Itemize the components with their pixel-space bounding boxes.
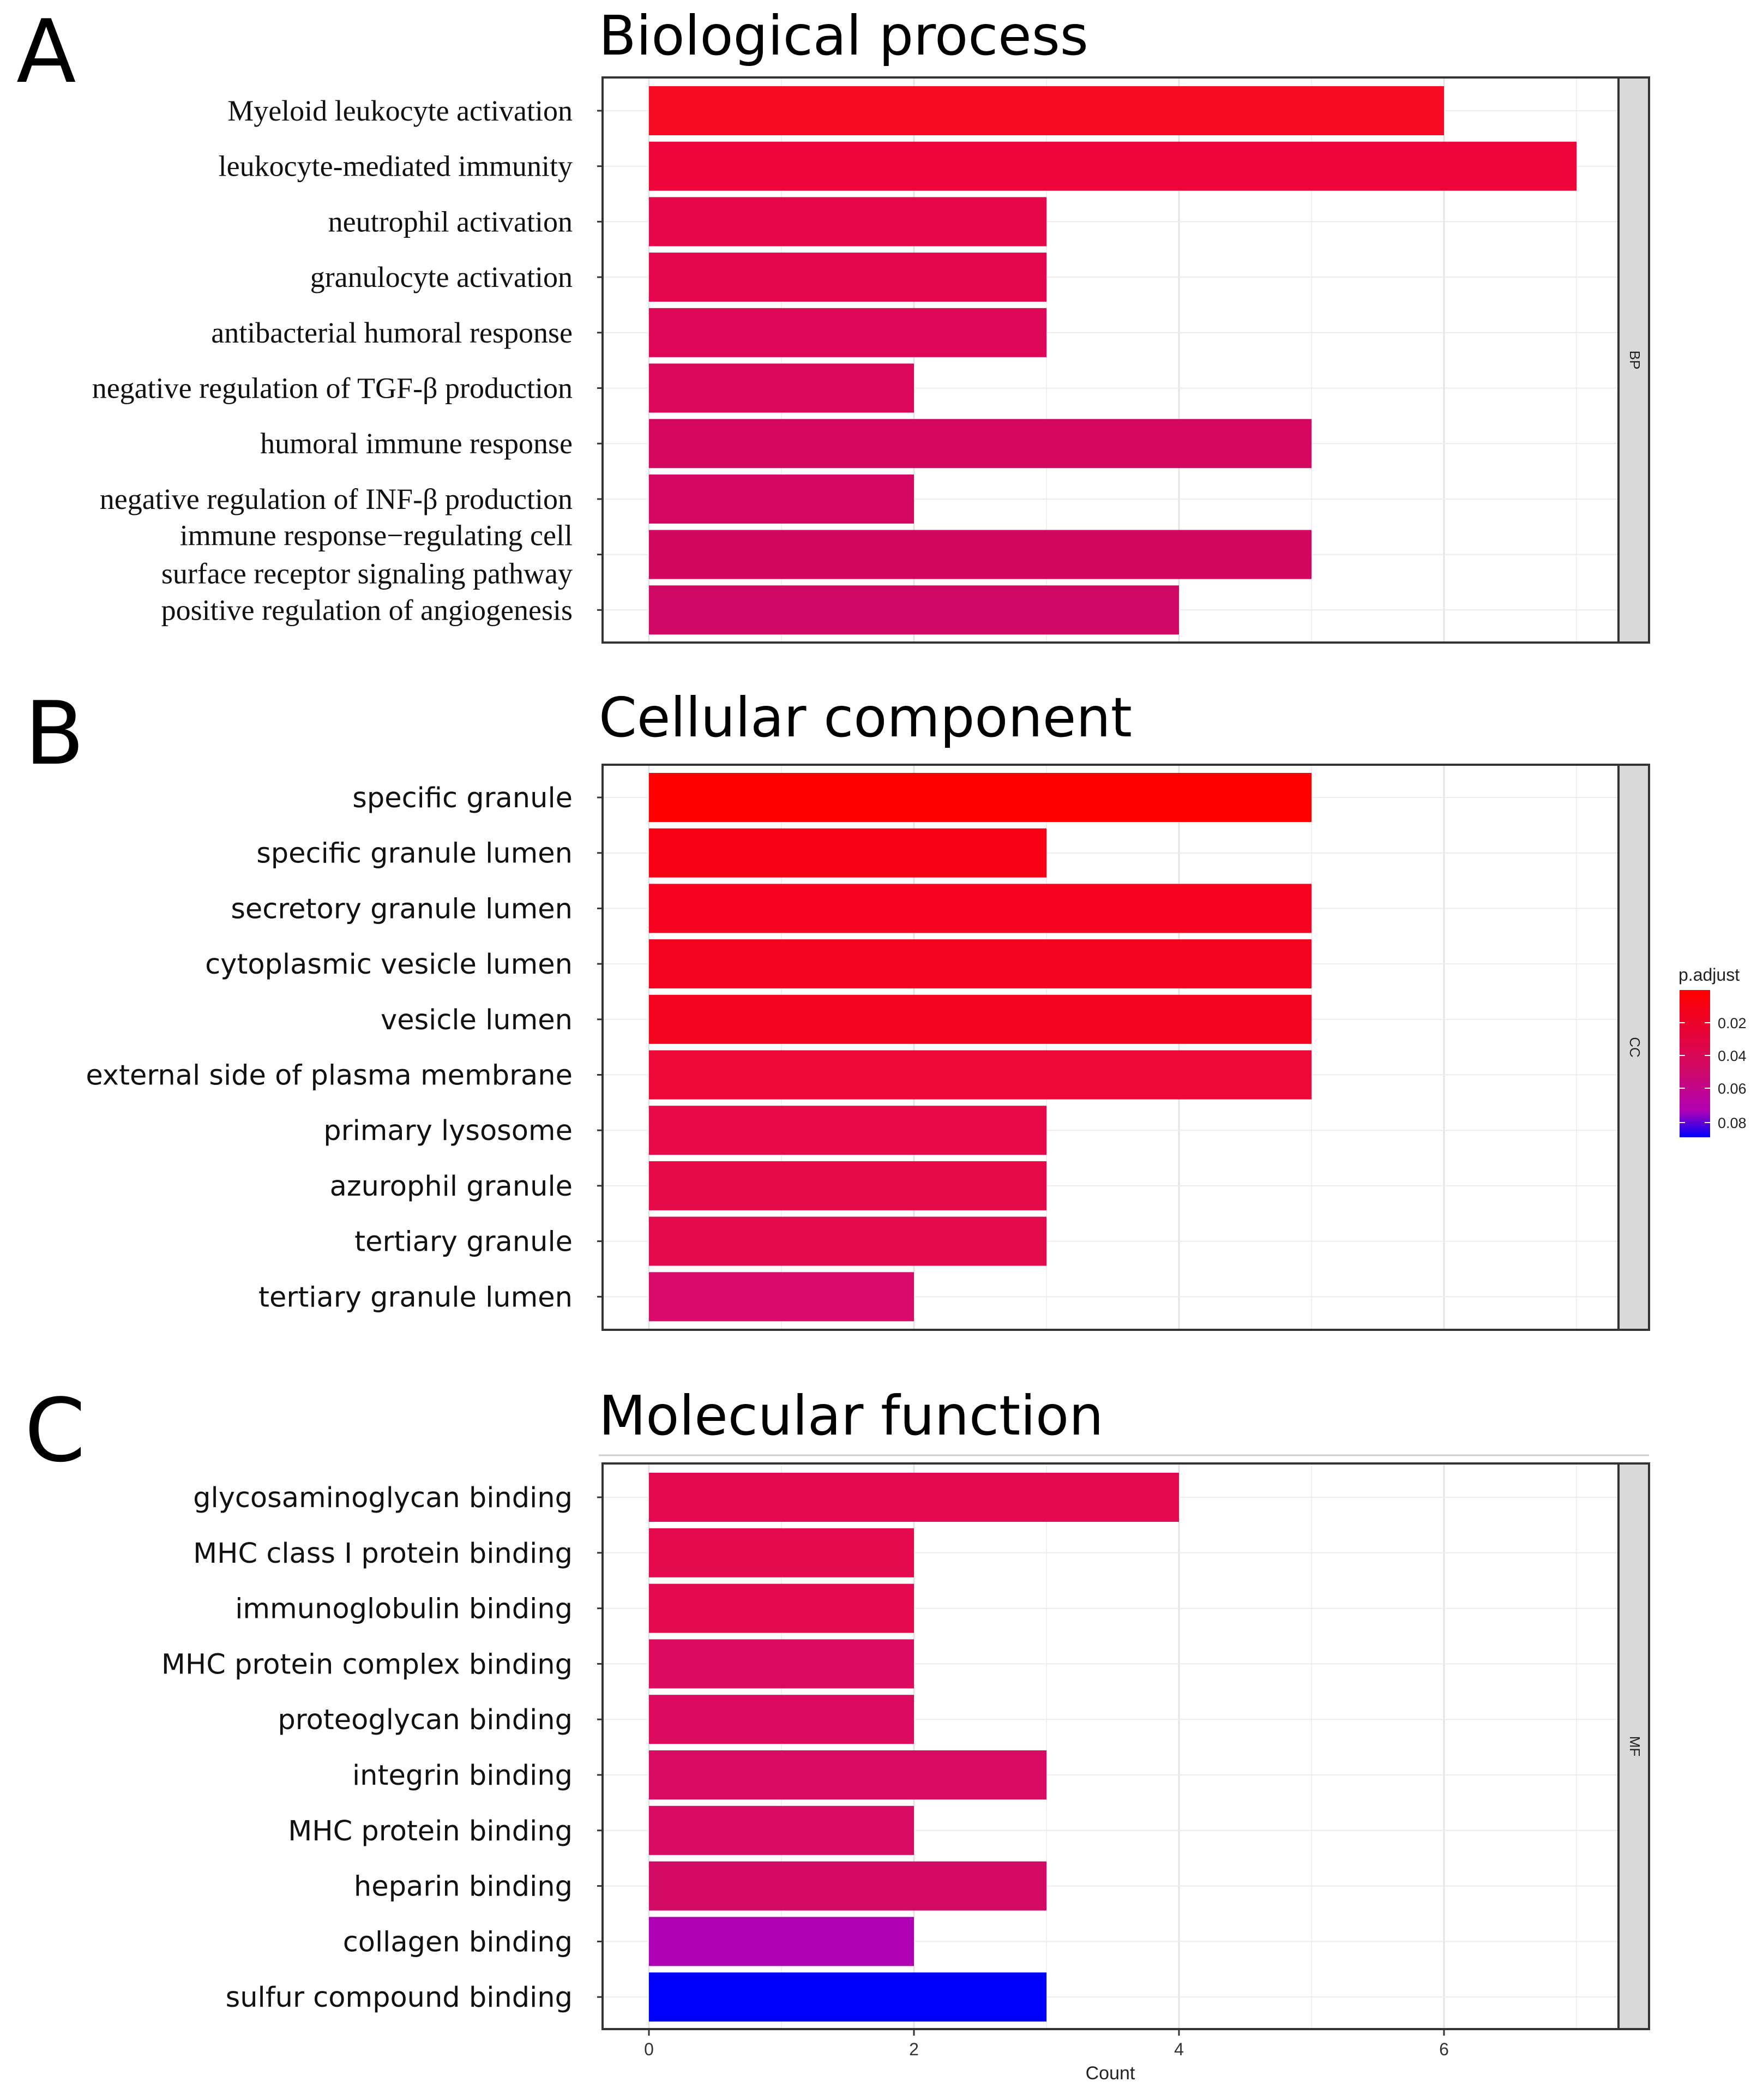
panel-letter: C [25,1379,86,1481]
bar [649,1272,914,1322]
bar [649,1917,914,1966]
legend-label: 0.04 [1718,1048,1747,1064]
category-label: secretory granule lumen [231,893,573,925]
category-label: leukocyte-mediated immunity [219,150,573,183]
bar [649,1695,914,1744]
bar [649,197,1046,247]
panel-letter: A [16,1,76,103]
bar [649,1473,1179,1522]
bar [649,1216,1046,1266]
category-label: MHC protein binding [288,1815,573,1847]
category-label: immune response−regulating cell [180,519,573,552]
panel-cc: B Cellular component specific granule speci… [25,682,1650,1331]
bar [649,530,1311,579]
legend-label: 0.08 [1718,1115,1747,1131]
category-label: immunoglobulin binding [235,1593,573,1625]
facet-strip-label: CC [1627,1037,1643,1058]
category-label: granulocyte activation [310,261,573,293]
category-label: surface receptor signaling pathway [161,557,573,590]
category-label: positive regulation of angiogenesis [161,593,573,626]
bar [649,1106,1046,1155]
x-tick-label: 4 [1174,2039,1184,2059]
facet-strip [1617,76,1650,644]
legend-title: p.adjust [1678,965,1740,985]
category-label: sulfur compound binding [226,1982,573,2014]
category-label: tertiary granule lumen [258,1281,573,1313]
panel-letter: B [25,682,85,784]
category-label: specific granule [352,782,573,814]
bar [649,939,1311,989]
bar [649,419,1311,469]
category-label: specific granule lumen [256,838,573,870]
panel-title: Biological process [599,4,1088,68]
category-label: heparin binding [354,1871,573,1903]
category-label: tertiary granule [354,1226,573,1258]
category-label: neutrophil activation [328,205,573,238]
x-tick-label: 0 [644,2039,654,2059]
category-label: MHC class I protein binding [193,1538,573,1570]
category-label: Myeloid leukocyte activation [227,94,573,127]
bar [649,474,914,524]
category-label: humoral immune response [260,427,573,460]
x-tick-label: 6 [1439,2039,1449,2059]
category-label: cytoplasmic vesicle lumen [205,949,573,981]
panel-bp: A Biological process Myeloid leukocyte act… [16,1,1650,644]
bar [649,828,1046,878]
bar [649,1750,1046,1799]
legend: p.adjust 0.02 0.04 0.06 0.08 [1678,965,1747,1137]
bar [649,1583,914,1633]
category-label: negative regulation of INF-β production [100,483,573,515]
category-label: glycosaminoglycan binding [193,1482,573,1514]
x-axis-title: Count [1086,2063,1135,2084]
category-label: proteoglycan binding [278,1704,573,1736]
bar [649,1861,1046,1911]
panel-title: Cellular component [599,686,1132,749]
legend-label: 0.06 [1718,1081,1747,1097]
bar [649,884,1311,933]
category-label: collagen binding [343,1926,573,1958]
category-label: vesicle lumen [381,1004,573,1036]
category-label: MHC protein complex binding [161,1648,573,1681]
bar [649,1805,914,1855]
bar [649,1050,1311,1100]
bar [649,994,1311,1044]
category-label: negative regulation of TGF-β production [92,372,573,405]
bar [649,141,1577,191]
bar [649,1639,914,1689]
category-label: integrin binding [352,1760,573,1792]
bar [649,1528,914,1577]
category-label: azurophil granule [330,1171,573,1203]
facet-strip [1617,1462,1650,2030]
bar [649,1161,1046,1210]
category-label: antibacterial humoral response [211,316,573,349]
bar [649,308,1046,357]
facet-strip-label: MF [1627,1736,1643,1757]
category-label: external side of plasma membrane [86,1060,573,1092]
facet-strip [1617,764,1650,1331]
bar [649,253,1046,302]
bar [649,1972,1046,2022]
legend-label: 0.02 [1718,1015,1747,1031]
bar [649,363,914,413]
panel-title: Molecular function [599,1384,1104,1448]
bar [649,585,1179,635]
legend-colorbar [1680,990,1710,1137]
bar [649,773,1311,822]
bar [649,86,1444,135]
category-label: primary lysosome [323,1115,573,1147]
x-tick-label: 2 [909,2039,919,2059]
facet-strip-label: BP [1627,351,1643,370]
panel-mf: C Molecular function glycosaminoglycan bin… [25,1379,1650,2084]
